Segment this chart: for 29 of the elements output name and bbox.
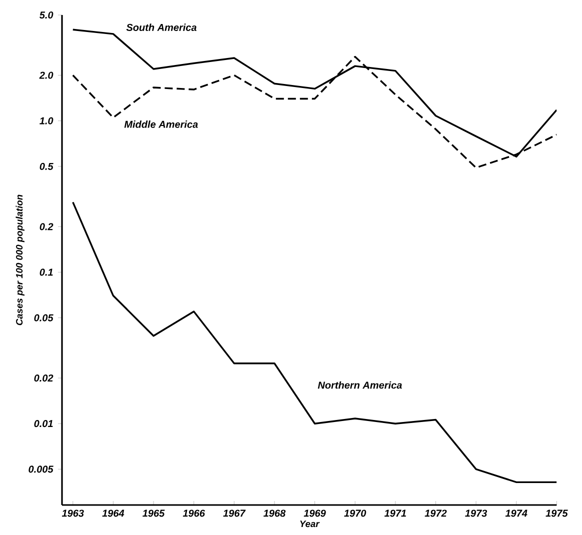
line-series [72, 201, 557, 484]
series-label: South America [126, 24, 196, 31]
x-tick-label: 1973 [465, 510, 488, 517]
y-tick-label: 0.1 [40, 268, 53, 276]
x-tick-label: 1963 [62, 510, 84, 517]
y-axis-title: Cases per 100 000 population [16, 194, 24, 326]
x-tick-label: 1971 [384, 510, 406, 517]
x-axis-title: Year [300, 520, 320, 528]
x-tick-label: 1964 [102, 510, 124, 517]
x-tick-label: 1972 [424, 510, 447, 517]
x-tick-label: 1966 [182, 510, 205, 517]
y-tick-label: 5.0 [40, 11, 54, 19]
series-label: Middle America [124, 120, 198, 128]
x-tick-label: 1974 [505, 510, 528, 517]
x-tick-label: 1968 [264, 510, 286, 517]
text: Northern America [318, 381, 402, 389]
y-tick-label: 2.0 [39, 72, 54, 79]
x-tick-label: 1965 [142, 510, 165, 517]
y-tick-label: 0.2 [40, 223, 54, 230]
x-tick-label: 1967 [223, 510, 246, 517]
y-tick-label: 0.01 [34, 420, 53, 428]
y-tick-label: 0.005 [28, 466, 54, 473]
x-tick-label: 1969 [304, 510, 326, 517]
y-tick-label: 1.0 [40, 117, 54, 124]
x-tick-label: 1975 [546, 510, 568, 517]
y-tick-label: 0.02 [34, 374, 54, 382]
y-tick-label: 0.05 [34, 314, 54, 322]
x-tick-label: 1970 [344, 510, 366, 517]
y-tick-label: 0.5 [40, 162, 54, 170]
